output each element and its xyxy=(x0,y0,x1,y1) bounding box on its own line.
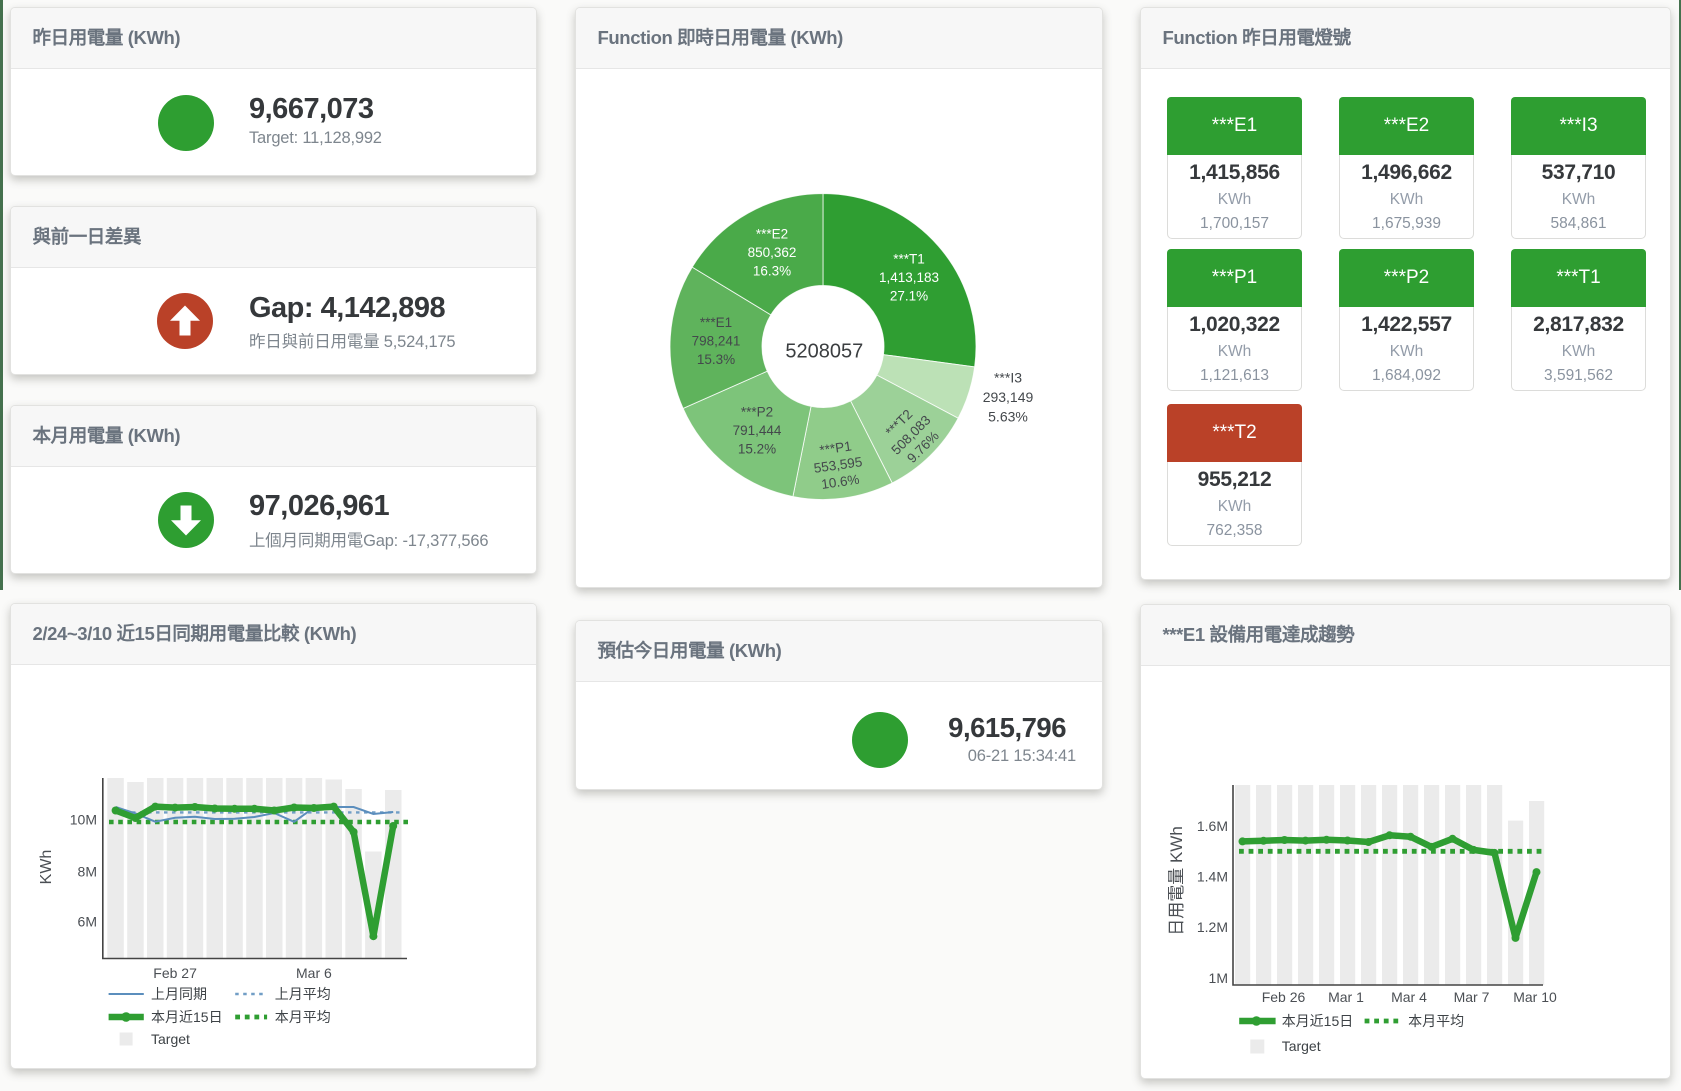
svg-text:KWh: KWh xyxy=(38,850,55,885)
svg-text:***E2: ***E2 xyxy=(756,227,788,242)
svg-text:本月平均: 本月平均 xyxy=(1408,1013,1464,1029)
svg-text:293,149: 293,149 xyxy=(983,389,1034,405)
svg-text:上月同期: 上月同期 xyxy=(151,986,207,1002)
svg-text:6M: 6M xyxy=(78,914,97,930)
svg-text:***E1: ***E1 xyxy=(700,315,732,330)
svg-text:1.2M: 1.2M xyxy=(1197,919,1228,935)
svg-text:Mar 1: Mar 1 xyxy=(1328,989,1364,1005)
svg-text:5208057: 5208057 xyxy=(785,341,863,363)
svg-text:***I3: ***I3 xyxy=(994,370,1022,386)
svg-text:1M: 1M xyxy=(1209,970,1228,986)
svg-text:1,413,183: 1,413,183 xyxy=(879,270,939,285)
svg-text:10M: 10M xyxy=(70,812,97,828)
svg-text:Mar 4: Mar 4 xyxy=(1391,989,1427,1005)
svg-text:Feb 26: Feb 26 xyxy=(1262,989,1306,1005)
svg-text:1.4M: 1.4M xyxy=(1197,869,1228,885)
svg-text:本月近15日: 本月近15日 xyxy=(151,1009,223,1025)
svg-text:Mar 7: Mar 7 xyxy=(1454,989,1490,1005)
svg-text:850,362: 850,362 xyxy=(748,245,797,260)
svg-text:791,444: 791,444 xyxy=(733,423,782,438)
svg-text:Mar 10: Mar 10 xyxy=(1513,989,1557,1005)
svg-text:***T1: ***T1 xyxy=(893,252,925,267)
svg-text:1.6M: 1.6M xyxy=(1197,818,1228,834)
svg-text:5.63%: 5.63% xyxy=(988,409,1028,425)
svg-text:27.1%: 27.1% xyxy=(890,288,928,303)
svg-text:本月平均: 本月平均 xyxy=(275,1009,331,1025)
svg-text:Target: Target xyxy=(151,1031,190,1047)
svg-text:Mar 6: Mar 6 xyxy=(296,965,332,981)
svg-text:***P2: ***P2 xyxy=(741,405,773,420)
svg-text:553,595: 553,595 xyxy=(813,454,863,476)
svg-text:日用電量 KWh: 日用電量 KWh xyxy=(1167,826,1186,936)
svg-text:15.3%: 15.3% xyxy=(697,352,735,367)
svg-text:上月平均: 上月平均 xyxy=(275,986,331,1002)
svg-text:Target: Target xyxy=(1282,1038,1321,1054)
svg-text:15.2%: 15.2% xyxy=(738,441,776,456)
svg-text:16.3%: 16.3% xyxy=(753,263,791,278)
svg-text:Feb 27: Feb 27 xyxy=(153,965,197,981)
svg-text:本月近15日: 本月近15日 xyxy=(1282,1013,1354,1029)
svg-text:798,241: 798,241 xyxy=(692,334,741,349)
svg-text:8M: 8M xyxy=(78,864,97,880)
svg-text:***P1: ***P1 xyxy=(819,438,853,457)
svg-text:10.6%: 10.6% xyxy=(820,472,860,492)
